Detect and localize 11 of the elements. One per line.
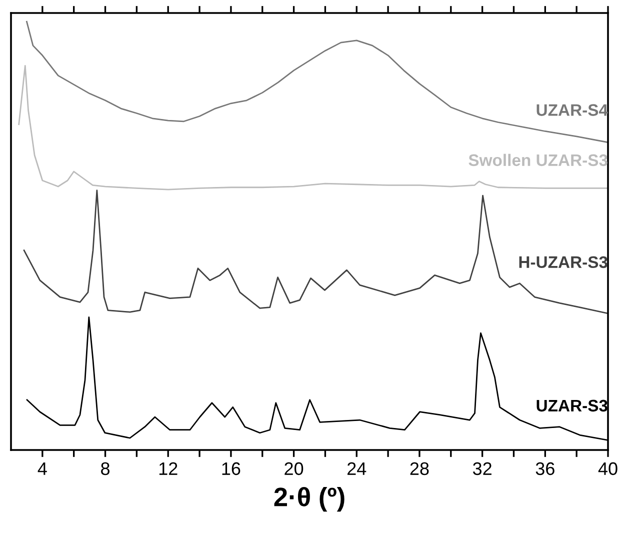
x-tick-label: 16 xyxy=(222,462,240,476)
x-tick-label: 32 xyxy=(472,462,492,476)
x-tick-label: 12 xyxy=(159,462,178,475)
x-tick-label: 4 xyxy=(38,462,47,475)
x-tick-label: 8 xyxy=(101,462,110,476)
x-tick-label: 20 xyxy=(284,462,304,476)
x-tick-label: 28 xyxy=(410,462,429,476)
x-tick-label: 40 xyxy=(598,462,618,476)
x-tick-label: 36 xyxy=(536,462,554,476)
x-axis-title: 2·θ (º) xyxy=(274,486,344,512)
x-tick-label: 24 xyxy=(348,462,366,475)
